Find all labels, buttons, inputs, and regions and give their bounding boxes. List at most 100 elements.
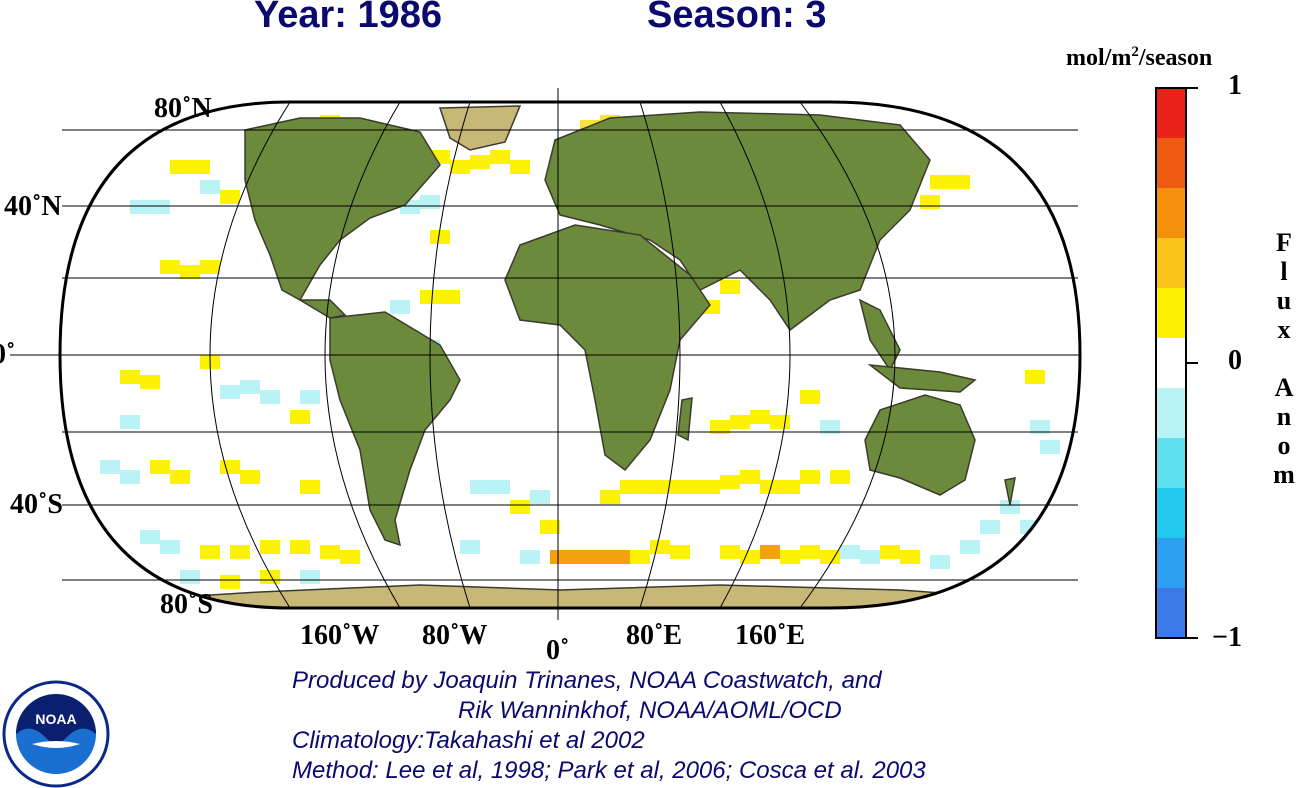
anomaly-cell bbox=[300, 390, 320, 404]
anomaly-cell bbox=[430, 230, 450, 244]
anomaly-cell bbox=[950, 175, 970, 189]
land-south-america bbox=[329, 311, 461, 547]
anomaly-cell bbox=[820, 420, 840, 434]
anomaly-cell bbox=[120, 415, 140, 429]
anomaly-cell bbox=[710, 420, 730, 434]
anomaly-cell bbox=[860, 550, 880, 564]
credit-line-4: Method: Lee et al, 1998; Park et al, 200… bbox=[292, 757, 926, 784]
anomaly-cell bbox=[150, 200, 170, 214]
anomaly-cell bbox=[510, 160, 530, 174]
anomaly-cell bbox=[160, 260, 180, 274]
colorbar-unit: mol/m2/season bbox=[1066, 44, 1213, 71]
anomaly-cell bbox=[490, 480, 510, 494]
lon-label-0: 0˚ bbox=[546, 635, 570, 666]
lat-label-80s: 80˚S bbox=[160, 589, 213, 620]
anomaly-cell bbox=[220, 385, 240, 399]
land-africa bbox=[504, 224, 711, 472]
map-outline bbox=[58, 100, 1082, 610]
anomaly-cell bbox=[340, 550, 360, 564]
anomaly-cell bbox=[290, 540, 310, 554]
anomaly-cell bbox=[220, 575, 240, 589]
anomaly-cell bbox=[600, 490, 620, 504]
credits-block: Produced by Joaquin Trinanes, NOAA Coast… bbox=[292, 666, 926, 786]
anomaly-cell bbox=[140, 375, 160, 389]
land-new-zealand bbox=[1004, 477, 1016, 506]
anomaly-cell bbox=[760, 480, 780, 494]
anomaly-cell bbox=[240, 470, 260, 484]
anomaly-cell bbox=[470, 155, 490, 169]
anomaly-cell bbox=[510, 500, 530, 514]
anomaly-cell bbox=[640, 480, 660, 494]
anomaly-cell bbox=[880, 545, 900, 559]
anomaly-cell bbox=[290, 410, 310, 424]
anomaly-cell bbox=[720, 280, 740, 294]
anomaly-cell bbox=[1000, 500, 1020, 514]
lon-label-160e: 160˚E bbox=[735, 620, 805, 651]
anomaly-cell bbox=[1030, 420, 1050, 434]
credit-line-3: Climatology:Takahashi et al 2002 bbox=[292, 727, 645, 754]
land-eurasia bbox=[544, 111, 931, 332]
anomaly-cell bbox=[530, 490, 550, 504]
anomaly-cell bbox=[170, 470, 190, 484]
anomaly-cell bbox=[100, 460, 120, 474]
anomaly-cell bbox=[260, 390, 280, 404]
colorbar-segment bbox=[1156, 538, 1186, 588]
anomaly-cell bbox=[750, 410, 770, 424]
anomaly-cell bbox=[120, 470, 140, 484]
lon-label-80e: 80˚E bbox=[626, 620, 682, 651]
anomaly-cell bbox=[260, 570, 280, 584]
anomaly-cell bbox=[470, 480, 490, 494]
colorbar-segment bbox=[1156, 138, 1186, 188]
land-masses bbox=[129, 105, 1041, 608]
anomaly-cell bbox=[620, 480, 640, 494]
colorbar-segment bbox=[1156, 288, 1186, 338]
anomaly-cell bbox=[540, 520, 560, 534]
land-greenland bbox=[438, 105, 522, 151]
anomaly-cell bbox=[700, 480, 720, 494]
season-title: Season: 3 bbox=[647, 0, 827, 36]
colorbar-title-letter: o bbox=[1277, 431, 1291, 460]
anomaly-cell bbox=[1025, 370, 1045, 384]
anomaly-cell bbox=[230, 545, 250, 559]
land-antarctica bbox=[129, 584, 1041, 608]
anomaly-cell bbox=[220, 190, 240, 204]
anomaly-cell bbox=[780, 550, 800, 564]
anomaly-cell bbox=[320, 545, 340, 559]
colorbar bbox=[1155, 87, 1198, 639]
anomaly-cell bbox=[830, 470, 850, 484]
anomaly-cell bbox=[180, 570, 200, 584]
anomaly-cell bbox=[150, 460, 170, 474]
land-australia bbox=[864, 394, 976, 496]
anomaly-cell bbox=[160, 540, 180, 554]
anomaly-cell bbox=[390, 300, 410, 314]
anomaly-cell bbox=[630, 550, 650, 564]
lat-label-40s: 40˚S bbox=[10, 489, 63, 520]
anomaly-cell bbox=[670, 545, 690, 559]
anomaly-cell bbox=[550, 550, 570, 564]
anomaly-cell bbox=[140, 530, 160, 544]
colorbar-title-letter: n bbox=[1276, 402, 1292, 431]
credit-line-2: Rik Wanninkhof, NOAA/AOML/OCD bbox=[458, 697, 842, 724]
anomaly-cell bbox=[220, 460, 240, 474]
anomaly-cell bbox=[590, 550, 610, 564]
anomaly-cell bbox=[960, 540, 980, 554]
anomaly-cell bbox=[770, 415, 790, 429]
graticule bbox=[10, 88, 1080, 620]
noaa-logo: NOAA bbox=[2, 680, 110, 788]
lon-label-80w: 80˚W bbox=[422, 620, 488, 651]
lat-label-0: 0˚ bbox=[0, 339, 16, 370]
land-central-america bbox=[297, 299, 347, 319]
anomaly-cell bbox=[780, 480, 800, 494]
anomaly-cell bbox=[420, 290, 440, 304]
land-indonesia bbox=[867, 363, 977, 393]
colorbar-title-letter: A bbox=[1274, 373, 1294, 402]
anomaly-cell bbox=[930, 175, 950, 189]
anomaly-cell bbox=[730, 415, 750, 429]
year-title: Year: 1986 bbox=[254, 0, 443, 36]
anomaly-cell bbox=[120, 370, 140, 384]
anomaly-cell bbox=[300, 570, 320, 584]
anomaly-cell bbox=[260, 540, 280, 554]
colorbar-max-label: 1 bbox=[1228, 70, 1242, 101]
